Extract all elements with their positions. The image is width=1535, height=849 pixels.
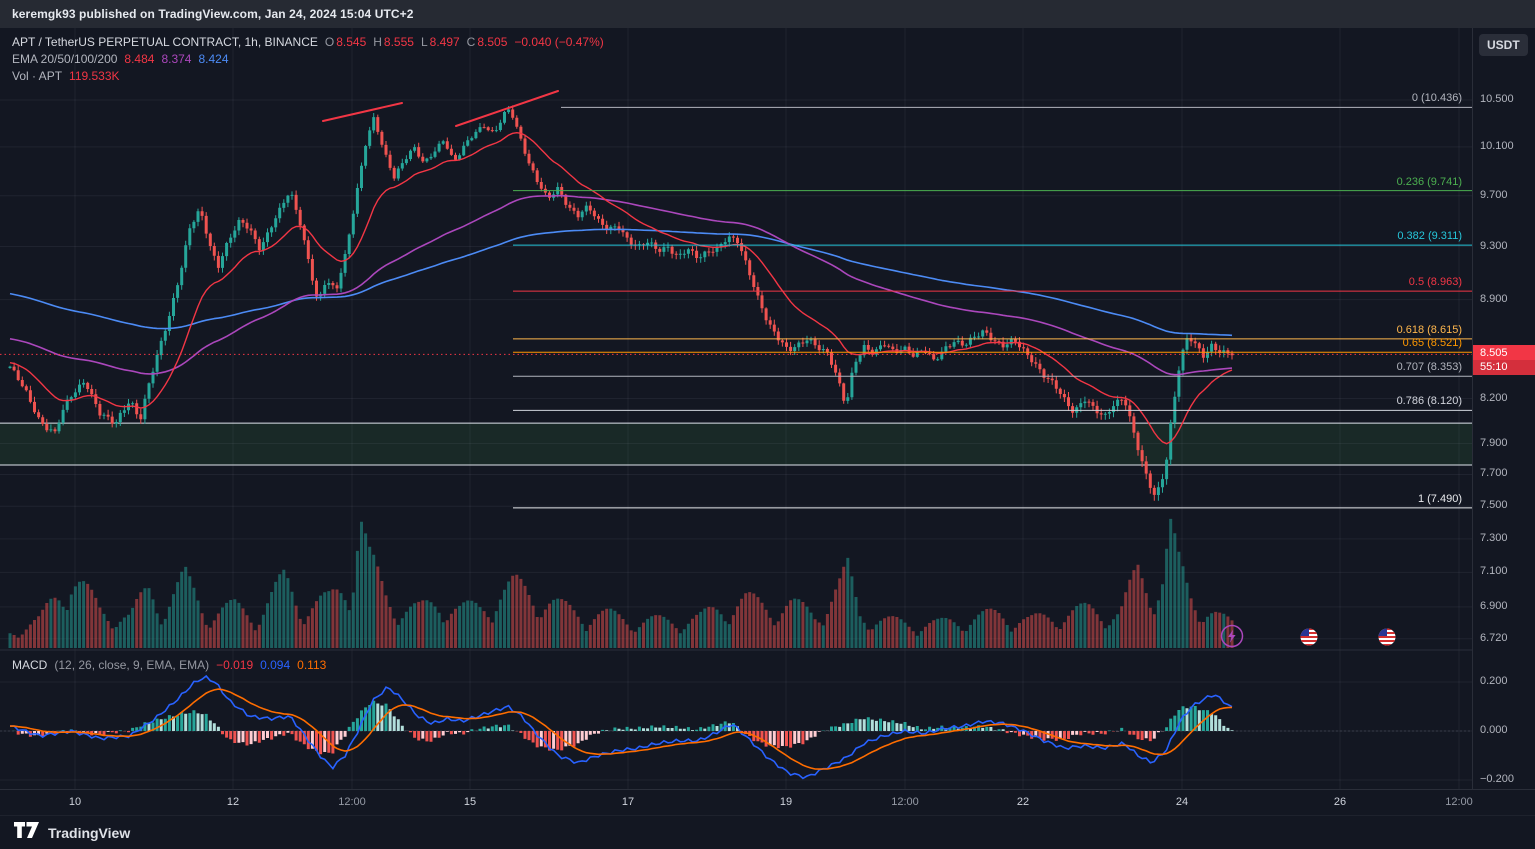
last-price-badge: 8.505 55:10 [1473,345,1535,375]
symbol-legend-row: APT / TetherUS PERPETUAL CONTRACT, 1h, B… [12,35,604,49]
bottom-toolbar: TradingView [0,815,1535,849]
time-tick-label: 17 [621,796,635,808]
ema-value-3: 8.424 [198,52,229,66]
change-value: −0.040 (−0.47%) [514,35,604,49]
open-label: O [324,35,335,49]
price-tick-label: 7.900 [1480,437,1508,449]
low-pair: L 8.497 [421,35,460,49]
tradingview-logo-icon[interactable] [14,822,39,843]
open-pair: O 8.545 [325,35,366,49]
low-label: L [420,35,428,49]
price-tick-label: 8.200 [1480,392,1508,404]
ema-value-1: 8.484 [124,52,155,66]
time-axis[interactable]: 10 12 12:00 15 17 19 12:00 22 24 26 12:00 [0,789,1535,815]
close-value: 8.505 [477,35,508,49]
volume-legend-row: Vol · APT 119.533K [12,69,604,83]
time-tick-label: 15 [463,796,477,808]
time-tick-label: 19 [779,796,793,808]
macd-legend-row: MACD (12, 26, close, 9, EMA, EMA) −0.019… [12,658,326,672]
price-tick-label: 7.300 [1480,532,1508,544]
currency-toggle-button[interactable]: USDT [1479,34,1528,56]
macd-tick-label: 0.000 [1480,724,1508,736]
macd-hist-value: −0.019 [216,658,254,672]
ema-indicator-label[interactable]: EMA 20/50/100/200 [12,52,118,66]
lightning-icon[interactable] [1220,624,1244,648]
price-tick-label: 6.900 [1480,600,1508,612]
price-tick-label: 10.100 [1480,140,1514,152]
macd-indicator-label[interactable]: MACD [12,658,48,672]
high-label: H [373,35,382,49]
volume-value: 119.533K [69,69,120,83]
chart-legend: APT / TetherUS PERPETUAL CONTRACT, 1h, B… [12,35,604,86]
time-tick-label: 12:00 [1445,796,1473,808]
price-tick-label: 10.500 [1480,93,1514,105]
time-tick-label: 26 [1333,796,1347,808]
chart-pane[interactable]: APT / TetherUS PERPETUAL CONTRACT, 1h, B… [0,28,1472,789]
high-value: 8.555 [383,35,414,49]
time-tick-label: 12 [226,796,240,808]
close-label: C [466,35,476,49]
time-tick-label: 24 [1175,796,1189,808]
volume-indicator-label[interactable]: Vol · APT [12,69,63,83]
macd-tick-label: −0.200 [1480,773,1514,785]
price-tick-label: 7.700 [1480,467,1508,479]
time-tick-label: 12:00 [338,796,366,808]
open-value: 8.545 [336,35,367,49]
us-flag-event-icon[interactable] [1378,628,1396,646]
publish-bar: keremgk93 published on TradingView.com, … [0,0,1535,28]
publish-text: keremgk93 published on TradingView.com, … [12,7,414,21]
macd-line-value: 0.094 [260,658,291,672]
macd-tick-label: 0.200 [1480,675,1508,687]
price-tick-label: 8.900 [1480,293,1508,305]
price-axis[interactable]: USDT 8.505 55:10 10.500 10.100 9.700 9.300 8… [1472,28,1535,789]
price-tick-label: 9.700 [1480,189,1508,201]
symbol-title[interactable]: APT / TetherUS PERPETUAL CONTRACT, 1h, B… [12,35,318,49]
time-tick-label: 22 [1016,796,1030,808]
chart-canvas[interactable] [0,28,1472,789]
time-tick-label: 12:00 [891,796,919,808]
price-tick-label: 9.300 [1480,240,1508,252]
price-tick-label: 6.720 [1480,632,1508,644]
bar-countdown: 55:10 [1473,360,1535,375]
price-tick-label: 7.500 [1480,499,1508,511]
ema-legend-row: EMA 20/50/100/200 8.484 8.374 8.424 [12,52,604,66]
last-price-value: 8.505 [1480,347,1508,359]
low-value: 8.497 [429,35,460,49]
macd-signal-value: 0.113 [297,658,327,672]
ema-value-2: 8.374 [161,52,192,66]
tradingview-brand-text[interactable]: TradingView [48,824,131,841]
price-tick-label: 7.100 [1480,565,1508,577]
us-flag-event-icon[interactable] [1300,628,1318,646]
time-tick-label: 10 [68,796,82,808]
macd-params: (12, 26, close, 9, EMA, EMA) [54,658,210,672]
close-pair: C 8.505 [467,35,508,49]
high-pair: H 8.555 [373,35,414,49]
